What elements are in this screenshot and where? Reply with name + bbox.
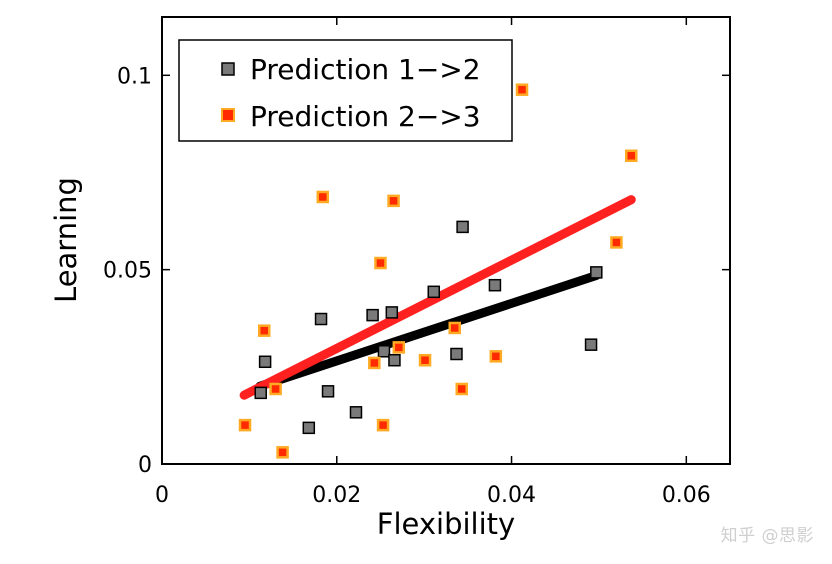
data-point-series-2 [374, 256, 387, 270]
data-point-series-1 [321, 385, 335, 398]
axis-ticks: 0 0.02 0.04 0.06 0 0.05 0.1 [103, 17, 730, 508]
legend-box [178, 39, 513, 142]
data-point-series-1 [314, 312, 328, 326]
data-point-series-2 [392, 341, 406, 354]
data-point-series-1 [450, 347, 463, 361]
data-point-series-1 [377, 345, 391, 358]
data-point-series-2 [269, 382, 282, 396]
data-point-series-2 [455, 382, 468, 396]
data-point-series-2 [610, 236, 623, 249]
data-point-series-1 [366, 308, 379, 322]
data-point-series-1 [456, 220, 469, 234]
data-markers [238, 83, 638, 459]
data-point-series-2 [515, 83, 529, 96]
data-point-series-2 [238, 418, 252, 432]
legend: Prediction 1−>2 Prediction 2−>3 [178, 39, 513, 142]
x-tick-label: 0.02 [312, 483, 361, 508]
x-tick-label: 0.04 [487, 483, 536, 508]
data-point-series-2 [368, 356, 381, 370]
y-tick-label: 0.05 [103, 259, 152, 284]
data-point-series-2 [387, 194, 400, 208]
data-point-series-1 [258, 355, 272, 369]
data-point-series-1 [488, 278, 502, 292]
data-point-series-1 [349, 406, 363, 419]
data-point-series-2 [418, 353, 432, 367]
legend-marker-prediction-2-3 [221, 108, 235, 122]
data-point-series-1 [302, 421, 316, 435]
data-point-series-2 [276, 446, 289, 459]
x-tick-label: 0 [155, 483, 169, 508]
legend-label-prediction-1-2: Prediction 1−>2 [250, 53, 481, 86]
data-point-series-2 [376, 418, 390, 432]
data-point-series-1 [254, 386, 267, 400]
y-tick-label: 0.1 [117, 64, 152, 89]
data-point-series-2 [625, 149, 638, 163]
legend-label-prediction-2-3: Prediction 2−>3 [250, 100, 481, 133]
data-point-series-2 [316, 190, 330, 204]
x-tick-label: 0.06 [662, 483, 711, 508]
data-point-series-2 [257, 324, 271, 337]
y-axis-label: Learning [49, 177, 83, 303]
fit-line-series-1 [255, 270, 601, 391]
data-point-series-1 [584, 338, 598, 351]
data-point-series-1 [388, 353, 401, 367]
y-tick-label: 0 [138, 453, 152, 478]
watermark: 知乎 @思影 [720, 526, 814, 546]
data-point-series-2 [489, 350, 503, 363]
data-point-series-2 [448, 321, 461, 335]
data-point-series-1 [385, 306, 399, 319]
legend-marker-prediction-1-2 [221, 62, 235, 76]
data-point-series-1 [590, 266, 603, 279]
x-axis-label: Flexibility [377, 507, 515, 541]
data-point-series-1 [427, 285, 441, 299]
